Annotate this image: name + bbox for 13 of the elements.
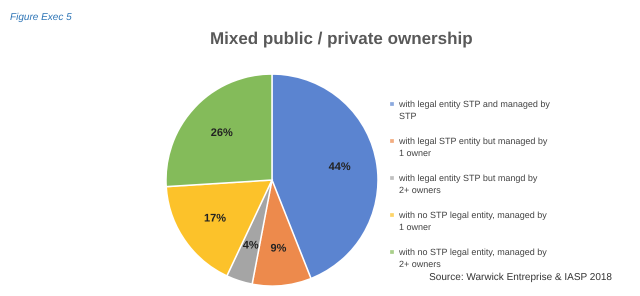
chart-title: Mixed public / private ownership — [210, 29, 473, 48]
text: Figure Exec 5 — [10, 12, 72, 23]
data-label: 17% — [204, 212, 226, 225]
data-label: 26% — [210, 126, 233, 139]
legend-label: with no STP legal entity, managed by 2+ owners — [398, 247, 548, 269]
legend-label: with legal entity STP but mangd by 2+ owners — [398, 173, 538, 195]
legend-label: with legal STP entity but managed by 1 owner — [398, 136, 548, 158]
data-label: 44% — [328, 161, 351, 174]
data-label: 4% — [242, 240, 259, 252]
data-label: 9% — [270, 242, 287, 255]
legend-label: with legal entity STP and managed by STP — [398, 99, 550, 121]
source-note: Source: Warwick Entreprise & IASP 2018 — [429, 272, 612, 283]
legend-label: with no STP legal entity, managed by 1 owner — [398, 210, 548, 232]
